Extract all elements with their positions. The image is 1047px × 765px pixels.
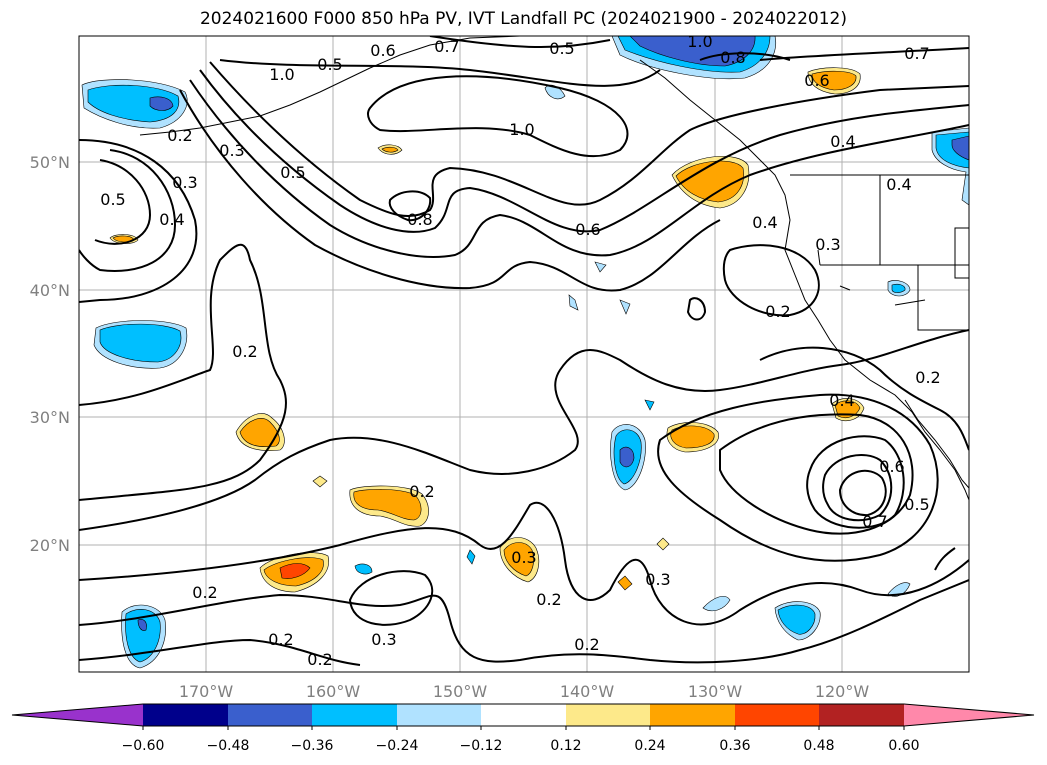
contour-label: 0.5 (904, 495, 929, 514)
contour-label: 0.8 (720, 48, 745, 67)
gridlines (79, 36, 969, 672)
colorbar-segment (143, 704, 228, 726)
contour-label: 0.3 (645, 570, 670, 589)
lon-label: 140°W (560, 682, 615, 701)
contour-label: 1.0 (509, 120, 534, 139)
neg-blob (87, 84, 180, 123)
colorbar-segment (312, 704, 397, 726)
colorbar-tick-labels: −0.60 −0.48 −0.36 −0.24 −0.12 0.12 0.24 … (122, 738, 920, 754)
contour-label: 0.6 (804, 71, 829, 90)
contour-label: 0.2 (574, 635, 599, 654)
lon-label: 130°W (688, 682, 743, 701)
colorbar-tick-label: 0.36 (719, 738, 750, 754)
contour-label: 0.2 (765, 302, 790, 321)
lon-label: 120°W (815, 682, 870, 701)
pv-contours (79, 36, 969, 666)
coastlines (139, 36, 969, 501)
map-plot-area (79, 36, 969, 672)
colorbar-segment (650, 704, 735, 726)
contour-label: 0.3 (511, 548, 536, 567)
contour-label: 0.7 (434, 37, 459, 56)
contour-label: 0.2 (307, 650, 332, 669)
contour-label: 0.6 (575, 220, 600, 239)
lon-label: 160°W (306, 682, 361, 701)
contour-label: 0.4 (830, 132, 855, 151)
lat-label: 30°N (30, 408, 70, 427)
colorbar-tick-label: 0.48 (803, 738, 834, 754)
latitude-labels: 50°N 40°N 30°N 20°N (30, 153, 70, 555)
map-title: 2024021600 F000 850 hPa PV, IVT Landfall… (199, 9, 847, 29)
map-frame (78, 35, 970, 673)
lat-label: 20°N (30, 536, 70, 555)
contour-label: 0.2 (268, 630, 293, 649)
colorbar-segment (819, 704, 904, 726)
contour-label: 0.2 (536, 590, 561, 609)
contour-label: 0.7 (904, 44, 929, 63)
contour-label: 0.4 (829, 391, 854, 410)
contour-label: 1.0 (687, 32, 712, 51)
contour-label: 0.3 (815, 235, 840, 254)
contour-label: 0.3 (172, 173, 197, 192)
contour-label: 0.7 (862, 512, 887, 531)
colorbar-segment (481, 704, 566, 726)
contour-label: 0.2 (409, 482, 434, 501)
contour-label: 0.5 (317, 55, 342, 74)
contour-label: 0.2 (232, 342, 257, 361)
contour-label: 0.2 (915, 368, 940, 387)
colorbar-segment (397, 704, 481, 726)
contour-label: 0.5 (549, 39, 574, 58)
contour-label: 1.0 (269, 65, 294, 84)
colorbar-tick-label: 0.24 (634, 738, 665, 754)
colorbar-tick-label: −0.36 (291, 738, 334, 754)
positive-pv-fills (109, 67, 865, 593)
colorbar-tick-label: −0.60 (122, 738, 165, 754)
colorbar (11, 703, 1035, 730)
lat-label: 50°N (30, 153, 70, 172)
colorbar-segment (12, 704, 143, 726)
contour-label: 0.5 (280, 163, 305, 182)
colorbar-tick-label: −0.48 (207, 738, 250, 754)
colorbar-tick-label: −0.24 (376, 738, 419, 754)
contour-label: 0.4 (159, 210, 184, 229)
lat-label: 40°N (30, 281, 70, 300)
colorbar-tick-label: 0.12 (550, 738, 581, 754)
contour-label: 0.3 (371, 630, 396, 649)
contour-label: 0.8 (407, 210, 432, 229)
contour-label: 0.2 (167, 126, 192, 145)
contour-label: 0.2 (192, 583, 217, 602)
colorbar-tick-label: 0.60 (888, 738, 919, 754)
contour-label: 0.6 (879, 457, 904, 476)
contour-label: 0.5 (100, 190, 125, 209)
colorbar-segment (566, 704, 650, 726)
contour-labels: 0.6 0.7 0.5 1.0 0.8 0.7 0.6 1.0 0.5 0.2 … (100, 32, 940, 669)
longitude-labels: 170°W 160°W 150°W 140°W 130°W 120°W (179, 682, 870, 701)
contour-label: 0.4 (886, 175, 911, 194)
lon-label: 150°W (433, 682, 488, 701)
contour-label: 0.6 (370, 41, 395, 60)
colorbar-segment (904, 704, 1034, 726)
contour-label: 0.4 (752, 213, 777, 232)
contour-label: 0.3 (219, 141, 244, 160)
negative-pv-fills (81, 36, 969, 669)
lon-label: 170°W (179, 682, 234, 701)
colorbar-tick-label: −0.12 (460, 738, 503, 754)
colorbar-segment (228, 704, 312, 726)
colorbar-segment (735, 704, 819, 726)
